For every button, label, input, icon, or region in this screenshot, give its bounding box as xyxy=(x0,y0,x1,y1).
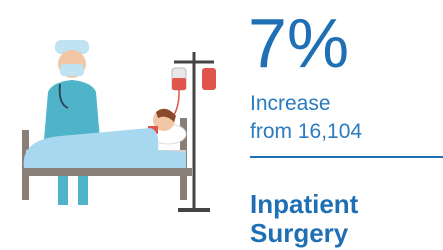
title-line: Inpatient xyxy=(250,190,358,219)
divider xyxy=(250,156,443,158)
bed-frame xyxy=(22,168,192,176)
title: Inpatient Surgery xyxy=(250,190,358,248)
stat-description: Increase from 16,104 xyxy=(250,90,362,146)
infographic: 7% Increase from 16,104 Inpatient Surger… xyxy=(0,0,443,250)
stat-value: 7% xyxy=(248,8,349,78)
doctor-coat xyxy=(44,80,100,140)
title-line: Surgery xyxy=(250,219,358,248)
iv-fluid xyxy=(172,78,186,90)
description-line: from 16,104 xyxy=(250,118,362,146)
iv-bag xyxy=(202,68,216,90)
illustration xyxy=(0,0,240,250)
description-line: Increase xyxy=(250,90,362,118)
doctor-mask xyxy=(60,64,84,76)
